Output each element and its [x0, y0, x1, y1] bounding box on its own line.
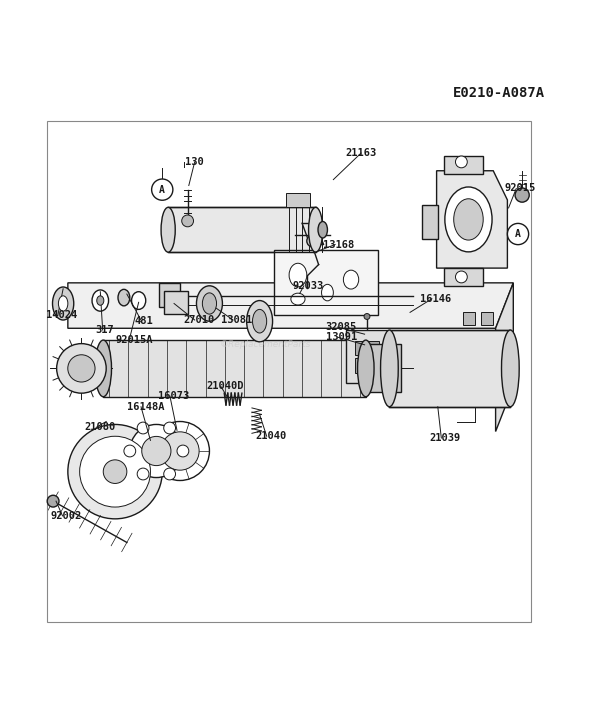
Ellipse shape — [253, 310, 267, 333]
Ellipse shape — [196, 286, 222, 321]
Polygon shape — [496, 283, 513, 431]
Circle shape — [307, 235, 319, 247]
Bar — [159, 283, 180, 307]
Bar — [463, 312, 475, 326]
Ellipse shape — [502, 330, 519, 407]
Polygon shape — [274, 250, 378, 315]
Circle shape — [164, 422, 176, 434]
Circle shape — [182, 215, 194, 227]
Ellipse shape — [53, 287, 74, 320]
Circle shape — [455, 271, 467, 283]
Circle shape — [142, 436, 171, 465]
Circle shape — [130, 424, 183, 478]
Ellipse shape — [161, 207, 175, 252]
Circle shape — [137, 422, 149, 434]
Circle shape — [163, 468, 176, 480]
Circle shape — [455, 156, 467, 167]
Text: 13168: 13168 — [323, 239, 355, 249]
Text: 21163: 21163 — [346, 148, 376, 158]
Bar — [368, 358, 379, 373]
Ellipse shape — [445, 187, 492, 252]
Circle shape — [68, 424, 162, 519]
Circle shape — [160, 432, 199, 471]
Text: 21040: 21040 — [255, 431, 286, 442]
Bar — [368, 341, 379, 355]
Text: ©ReplacementParts: ©ReplacementParts — [220, 340, 311, 349]
Text: 92015: 92015 — [504, 183, 536, 194]
Bar — [164, 291, 188, 314]
Circle shape — [150, 421, 209, 481]
Text: 16148A: 16148A — [127, 402, 165, 412]
Text: 16146: 16146 — [420, 294, 451, 304]
Ellipse shape — [343, 270, 359, 289]
Ellipse shape — [309, 207, 323, 252]
Bar — [444, 268, 483, 286]
Circle shape — [507, 223, 529, 244]
Ellipse shape — [247, 301, 273, 342]
Ellipse shape — [454, 199, 483, 240]
Text: A: A — [159, 185, 165, 194]
Text: 92033: 92033 — [292, 281, 323, 291]
Text: 481: 481 — [135, 316, 153, 326]
Polygon shape — [437, 171, 507, 268]
Ellipse shape — [132, 291, 146, 310]
Polygon shape — [68, 283, 513, 328]
Bar — [444, 156, 483, 174]
Ellipse shape — [322, 284, 333, 301]
Text: 21040D: 21040D — [206, 381, 244, 391]
Polygon shape — [103, 340, 366, 397]
Ellipse shape — [381, 330, 398, 407]
Polygon shape — [366, 344, 401, 392]
Circle shape — [177, 445, 189, 457]
Ellipse shape — [291, 293, 305, 305]
Bar — [286, 193, 310, 207]
Ellipse shape — [58, 296, 68, 311]
Bar — [355, 341, 366, 355]
Text: 14024: 14024 — [46, 310, 77, 320]
Text: 21080: 21080 — [84, 423, 116, 432]
Text: 16073: 16073 — [158, 391, 189, 401]
Text: E0210-A087A: E0210-A087A — [453, 86, 545, 100]
Ellipse shape — [358, 340, 374, 397]
Bar — [355, 358, 366, 373]
Circle shape — [80, 436, 150, 507]
Circle shape — [515, 188, 529, 202]
Circle shape — [57, 344, 106, 393]
Polygon shape — [168, 207, 316, 252]
Ellipse shape — [95, 340, 112, 397]
Ellipse shape — [289, 263, 307, 287]
Text: A: A — [515, 229, 521, 239]
Text: 27010: 27010 — [183, 315, 214, 325]
Text: 21039: 21039 — [430, 433, 461, 443]
Text: 317: 317 — [96, 325, 114, 335]
Ellipse shape — [118, 289, 130, 306]
Text: 13091: 13091 — [326, 332, 357, 342]
Text: 32085: 32085 — [326, 322, 357, 332]
Bar — [47, 120, 531, 622]
Polygon shape — [389, 330, 510, 407]
Circle shape — [137, 468, 149, 480]
Ellipse shape — [92, 290, 109, 311]
Circle shape — [124, 445, 136, 457]
Ellipse shape — [202, 293, 217, 314]
Bar — [422, 205, 438, 239]
Text: 92015A: 92015A — [115, 335, 153, 345]
Ellipse shape — [318, 222, 327, 238]
Polygon shape — [346, 330, 388, 383]
Text: 92002: 92002 — [51, 511, 82, 521]
Text: 13081: 13081 — [221, 315, 253, 325]
Circle shape — [68, 355, 95, 382]
Ellipse shape — [97, 296, 104, 305]
Text: 130: 130 — [185, 157, 204, 167]
Circle shape — [47, 495, 59, 507]
Circle shape — [152, 179, 173, 200]
Bar — [481, 312, 493, 326]
Circle shape — [103, 460, 127, 484]
Circle shape — [364, 313, 370, 320]
